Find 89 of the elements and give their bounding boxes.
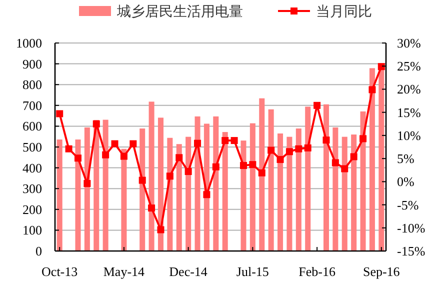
y2-tick-label: 30% (397, 36, 421, 50)
y2-tick-label: 0% (397, 174, 414, 190)
point (102, 151, 110, 158)
point (212, 163, 220, 170)
y-tick-label: 700 (22, 98, 42, 113)
x-tick-label: Sep-16 (362, 264, 400, 279)
bar (222, 132, 228, 251)
x-tick-label: Jul-15 (236, 264, 269, 279)
y-tick-label: 100 (22, 222, 42, 238)
y-tick-label: 600 (22, 118, 42, 134)
point (258, 169, 266, 176)
point (111, 140, 118, 148)
bar (240, 140, 246, 251)
bar (140, 128, 146, 251)
point (268, 146, 275, 154)
bar (286, 136, 292, 251)
point (74, 154, 82, 162)
bar (56, 140, 62, 251)
bar (278, 133, 284, 251)
bar (268, 109, 274, 251)
y-tick-label: 1000 (16, 36, 42, 50)
point (332, 159, 339, 166)
point (138, 176, 146, 184)
point (65, 145, 72, 152)
legend-label: 当月同比 (316, 4, 372, 20)
bar (369, 68, 375, 251)
bar (296, 128, 302, 251)
point (222, 137, 229, 144)
point (341, 165, 348, 172)
point (157, 226, 164, 234)
bar (360, 111, 366, 251)
y2-tick-label: 20% (397, 82, 421, 97)
y-tick-label: 800 (22, 77, 42, 92)
point (360, 135, 367, 142)
bar (351, 134, 357, 251)
point (184, 168, 192, 175)
point (314, 102, 321, 109)
bar (176, 144, 182, 251)
y2-tick-label: -10% (397, 220, 426, 236)
bar (102, 120, 108, 251)
point (56, 110, 64, 118)
bar (332, 127, 338, 251)
point (203, 191, 210, 198)
y2-tick-label: 10% (397, 128, 421, 143)
point (84, 180, 91, 188)
point (286, 148, 293, 156)
y2-tick-label: 5% (397, 151, 414, 166)
y-tick-label: 500 (22, 140, 42, 154)
x-tick-label: May-14 (103, 264, 146, 279)
point (230, 137, 238, 144)
point (378, 63, 385, 70)
point (240, 162, 247, 169)
y-tick-label: 0 (36, 244, 42, 258)
x-tick-label: Dec-14 (169, 264, 208, 279)
point (92, 120, 100, 128)
y2-tick-label: 15% (397, 104, 421, 120)
point (176, 154, 183, 162)
point (166, 172, 174, 180)
bar (305, 106, 311, 251)
point (295, 145, 302, 152)
point (249, 161, 256, 168)
y-tick-label: 900 (22, 56, 42, 72)
point (350, 153, 358, 160)
bar (148, 102, 154, 251)
bar (213, 116, 219, 251)
y-tick-label: 400 (22, 160, 42, 176)
point (304, 144, 312, 152)
y-tick-label: 200 (22, 202, 42, 217)
y2-tick-label: -15% (397, 244, 426, 258)
y2-tick-label: 25% (397, 58, 421, 74)
bar (342, 136, 348, 251)
bar (250, 123, 256, 251)
point (276, 156, 284, 163)
point (368, 86, 376, 94)
x-tick-label: Feb-16 (298, 264, 336, 279)
bar (259, 98, 265, 251)
legend-label: 城乡居民生活用电量 (116, 4, 243, 20)
point (148, 204, 156, 212)
point (322, 136, 330, 144)
bar (75, 140, 81, 251)
bar (186, 136, 192, 251)
y2-tick-label: -5% (397, 197, 419, 212)
x-tick-label: Oct-13 (42, 264, 78, 279)
bar (323, 104, 329, 251)
point (130, 140, 137, 148)
bar (121, 148, 127, 251)
point (120, 152, 128, 160)
point (194, 140, 202, 147)
y-tick-label: 300 (22, 181, 42, 196)
